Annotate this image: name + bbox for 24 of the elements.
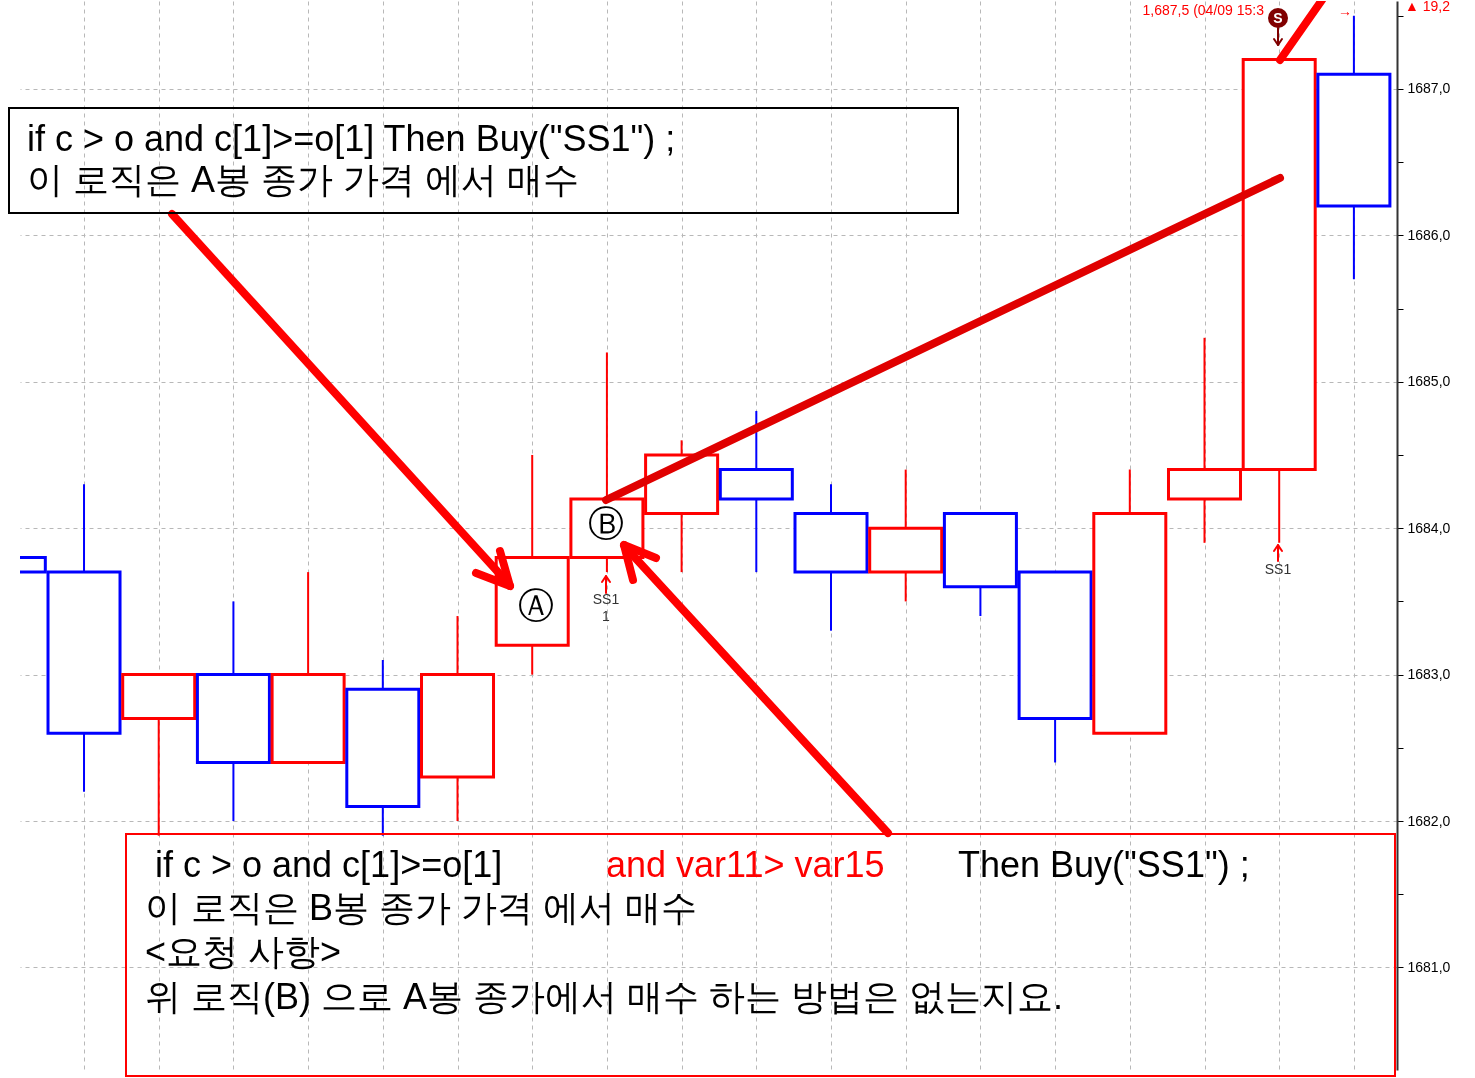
y-tick-label: 1685,0 [1407, 373, 1451, 390]
y-tick-label: 1687,0 [1407, 80, 1451, 97]
y-tick-label: 1683,0 [1407, 666, 1451, 683]
annotation: 1 [602, 608, 611, 624]
y-tick-label: 1682,0 [1407, 812, 1451, 829]
annotation: 이 로직은 A봉 종가 가격 에서 매수 [27, 159, 580, 200]
annotation: 1,687,5 (04/09 15:3 [1142, 2, 1265, 18]
annotation: Ⓐ [518, 585, 554, 626]
annotation: if c > o and c[1]>=o[1] Then Buy("SS1") ; [27, 118, 676, 159]
text: ▲ 19,2 [1405, 0, 1451, 14]
y-tick-label: 1686,0 [1407, 226, 1451, 243]
y-tick-label: 1684,0 [1407, 519, 1451, 536]
annotation: and var11> var15 [606, 844, 885, 885]
annotation: <요청 사항> [145, 931, 342, 972]
annotation: 위 로직(B) 으로 A봉 종가에서 매수 하는 방법은 없는지요. [145, 976, 1064, 1017]
annotation: S [1273, 10, 1283, 26]
annotation: SS1 [592, 591, 620, 607]
annotation: → [1338, 3, 1352, 19]
annotation: SS1 [1264, 561, 1292, 577]
annotation: Ⓑ [588, 503, 624, 544]
annotation: 이 로직은 B봉 종가 가격 에서 매수 [145, 887, 698, 928]
y-tick-label: 1681,0 [1407, 958, 1451, 975]
annotation: Then Buy("SS1") ; [958, 844, 1250, 885]
annotation: if c > o and c[1]>=o[1] [155, 844, 503, 885]
